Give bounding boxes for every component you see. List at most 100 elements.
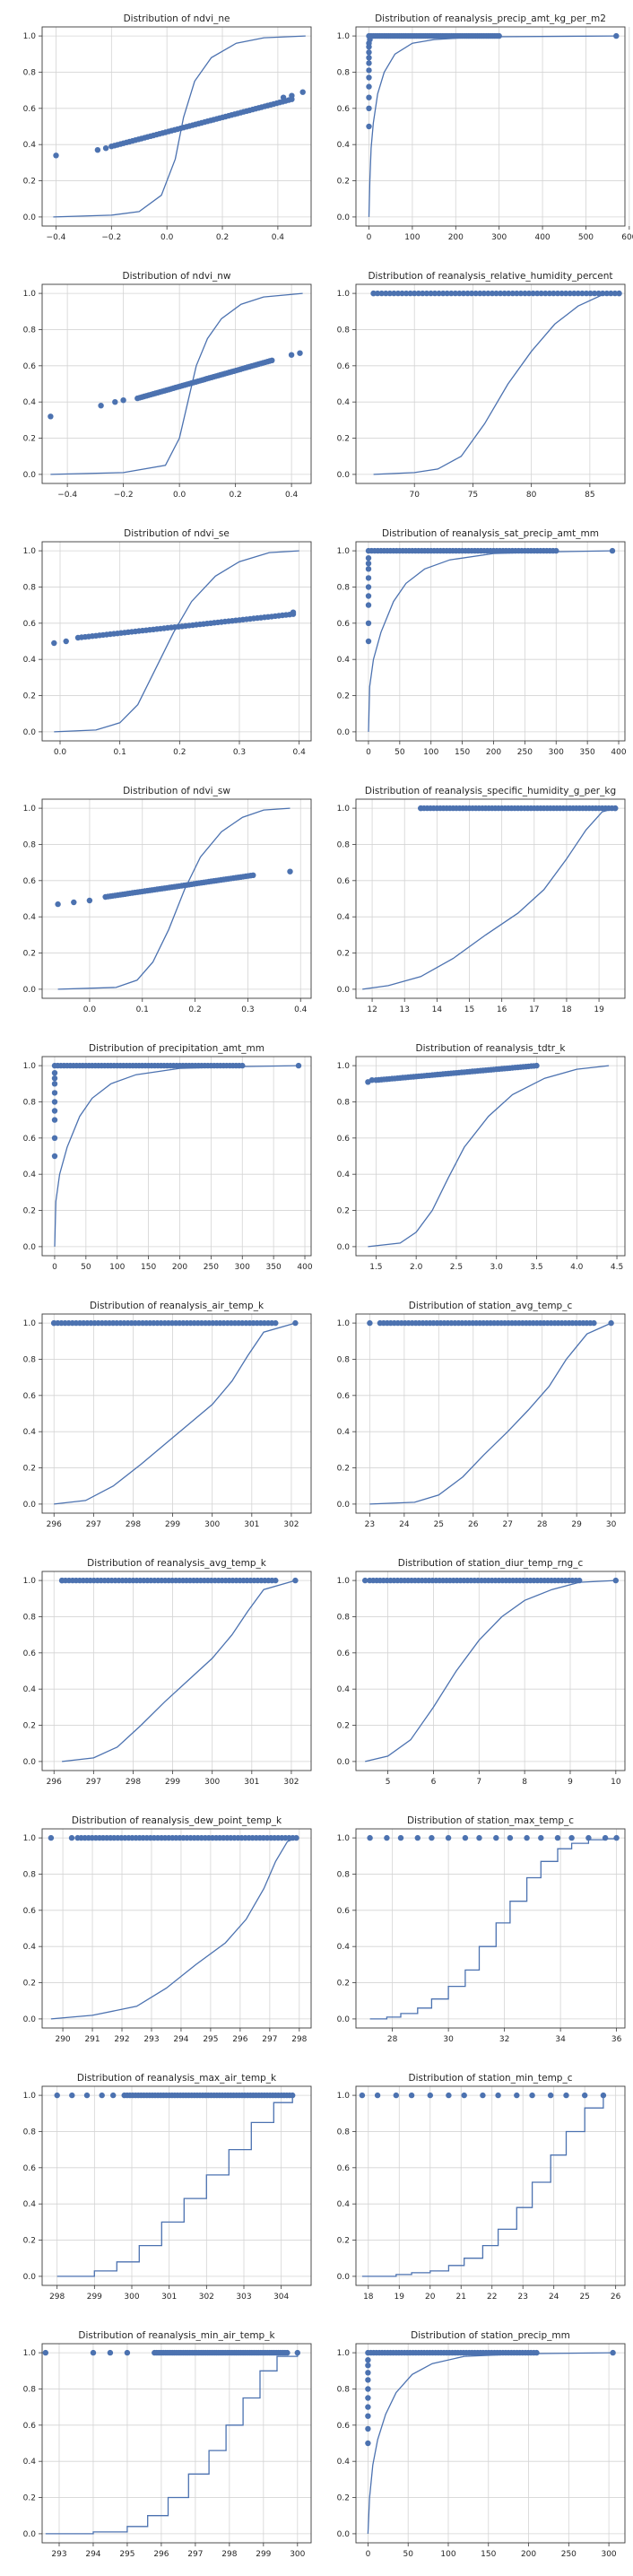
- y-tick-label: 0.8: [337, 1613, 351, 1622]
- data-point: [427, 2092, 433, 2099]
- x-tick-label: 0.4: [272, 233, 285, 242]
- data-point: [365, 2370, 371, 2376]
- axes-frame: [41, 26, 312, 227]
- x-tick-label: 25: [579, 2293, 589, 2302]
- data-point: [51, 1081, 58, 1087]
- x-tick-label: 17: [529, 1005, 539, 1014]
- y-tick-label: 1.0: [23, 1577, 37, 1586]
- y-tick-label: 0.4: [23, 1685, 37, 1694]
- x-tick-label: 24: [549, 2293, 559, 2302]
- data-point: [69, 2092, 75, 2099]
- cdf-line: [56, 2095, 293, 2277]
- y-tick-label: 0.8: [337, 583, 351, 592]
- y-tick-label: 0.4: [337, 1685, 351, 1694]
- x-tick-label: −0.2: [101, 233, 121, 242]
- data-point: [51, 640, 57, 647]
- x-tick-label: 26: [468, 1520, 479, 1529]
- data-point: [58, 1577, 65, 1584]
- data-point: [391, 290, 397, 297]
- data-point: [365, 2395, 371, 2401]
- x-tick-label: 298: [126, 1778, 141, 1787]
- y-tick-label: 0.0: [337, 986, 351, 995]
- y-tick-label: 0.8: [23, 326, 37, 335]
- y-tick-label: 0.0: [23, 728, 37, 737]
- data-point: [420, 290, 426, 297]
- cdf-line: [361, 2095, 604, 2277]
- data-point: [495, 2092, 501, 2099]
- subplot-11: Distribution of reanalysis_air_temp_k 296…: [23, 1301, 312, 1529]
- chart-title: Distribution of reanalysis_precip_amt_kg…: [375, 13, 606, 24]
- data-point: [481, 290, 487, 297]
- x-tick-label: 0.4: [285, 491, 299, 500]
- y-tick-label: 0.2: [23, 692, 36, 701]
- y-tick-label: 0.2: [337, 1722, 350, 1731]
- data-point: [292, 1319, 299, 1327]
- y-tick-label: 0.2: [23, 1465, 36, 1474]
- x-tick-label: 21: [456, 2293, 466, 2302]
- axes-frame: [355, 26, 626, 227]
- x-tick-label: 24: [399, 1520, 410, 1529]
- y-tick-label: 0.6: [23, 1135, 37, 1144]
- y-tick-label: 1.0: [337, 805, 351, 814]
- y-tick-label: 0.8: [337, 1355, 351, 1364]
- y-tick-label: 1.0: [337, 547, 351, 556]
- y-tick-label: 1.0: [23, 1319, 37, 1328]
- y-tick-label: 0.2: [23, 1722, 36, 1731]
- data-point: [366, 55, 372, 61]
- axes-frame: [41, 283, 312, 484]
- axes-frame: [41, 798, 312, 999]
- y-tick-label: 0.0: [337, 1758, 351, 1767]
- axes-frame: [41, 1571, 312, 1771]
- data-point: [517, 290, 525, 297]
- plot-area: [53, 35, 306, 218]
- data-point: [365, 575, 372, 581]
- y-tick-label: 0.0: [337, 213, 351, 222]
- x-tick-label: 295: [119, 2550, 134, 2559]
- data-point: [395, 290, 402, 297]
- x-tick-label: 0.1: [114, 748, 126, 757]
- y-tick-label: 1.0: [23, 1062, 37, 1071]
- subplot-14: Distribution of station_diur_temp_rng_c 5…: [337, 1558, 626, 1787]
- data-point: [365, 620, 372, 626]
- x-tick-label: 150: [481, 2550, 496, 2559]
- plot-area: [51, 550, 299, 733]
- chart-title: Distribution of reanalysis_specific_humi…: [365, 786, 616, 796]
- y-tick-label: 0.8: [337, 2385, 351, 2394]
- data-point: [94, 147, 101, 153]
- x-tick-label: 292: [114, 2035, 129, 2044]
- y-tick-label: 0.0: [337, 1243, 351, 1252]
- data-point: [365, 2377, 371, 2383]
- data-point: [613, 32, 620, 39]
- subplot-13: Distribution of reanalysis_avg_temp_k 296…: [23, 1558, 312, 1787]
- x-tick-label: 290: [55, 2035, 70, 2044]
- x-tick-label: 10: [611, 1778, 621, 1787]
- data-point: [51, 1108, 58, 1114]
- x-tick-label: 18: [363, 2293, 374, 2302]
- chart-title: Distribution of station_avg_temp_c: [409, 1301, 573, 1311]
- x-tick-label: 0.2: [173, 748, 186, 757]
- data-point: [48, 1834, 55, 1841]
- x-tick-label: 301: [244, 1778, 259, 1787]
- data-point: [473, 290, 479, 297]
- data-point: [295, 1062, 302, 1069]
- data-point: [403, 290, 410, 297]
- data-point: [534, 290, 541, 297]
- x-tick-label: 4.5: [611, 1263, 623, 1272]
- y-tick-label: 1.0: [23, 805, 37, 814]
- y-tick-label: 0.8: [23, 68, 37, 77]
- data-point: [51, 1319, 57, 1327]
- x-tick-label: 5: [386, 1778, 391, 1787]
- data-point: [514, 290, 520, 297]
- y-tick-label: 0.2: [337, 178, 350, 187]
- data-point: [554, 290, 561, 297]
- plot-area: [55, 807, 293, 990]
- x-tick-label: 299: [165, 1778, 180, 1787]
- data-point: [551, 290, 557, 297]
- data-point: [501, 290, 507, 297]
- data-point: [284, 2349, 290, 2356]
- plot-area: [365, 547, 616, 732]
- x-tick-label: 296: [232, 2035, 247, 2044]
- data-point: [423, 290, 430, 297]
- plot-area: [367, 1319, 614, 1505]
